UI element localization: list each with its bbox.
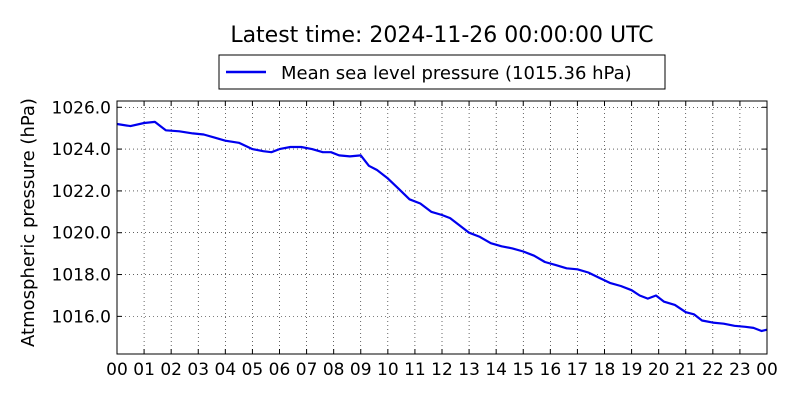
y-tick-label: 1020.0 [52, 224, 111, 244]
x-tick-label: 09 [350, 360, 372, 380]
y-tick-labels: 1016.0 1018.0 1020.0 1022.0 1024.0 1026.0 [52, 98, 111, 327]
x-tick-label: 01 [133, 360, 155, 380]
x-tick-label: 00 [756, 360, 778, 380]
x-tick-label: 20 [648, 360, 670, 380]
x-tick-label: 15 [512, 360, 534, 380]
x-tick-label: 21 [675, 360, 697, 380]
y-tick-label: 1016.0 [52, 307, 111, 327]
y-tick-label: 1018.0 [52, 266, 111, 286]
x-tick-label: 14 [485, 360, 507, 380]
axis-ticks [116, 101, 768, 354]
x-tick-label: 00 [106, 360, 128, 380]
x-tick-label: 18 [594, 360, 616, 380]
x-tick-label: 08 [323, 360, 345, 380]
y-tick-label: 1024.0 [52, 140, 111, 160]
y-tick-label: 1026.0 [52, 98, 111, 118]
x-tick-label: 13 [458, 360, 480, 380]
series-line-mslp [116, 120, 768, 333]
y-tick-label: 1022.0 [52, 182, 111, 202]
legend-entry-mslp: Mean sea level pressure (1015.36 hPa) [281, 63, 632, 84]
chart-title: Latest time: 2024-11-26 00:00:00 UTC [230, 23, 653, 48]
x-tick-label: 11 [404, 360, 426, 380]
grid [117, 101, 767, 354]
x-tick-labels: 00 01 02 03 04 05 06 07 08 09 10 11 12 13 14 15 16 17 18 19… [106, 360, 778, 380]
x-tick-label: 12 [431, 360, 453, 380]
x-tick-label: 07 [296, 360, 318, 380]
x-tick-label: 03 [187, 360, 209, 380]
x-tick-label: 10 [377, 360, 399, 380]
y-axis-title: Atmospheric pressure (hPa) [18, 98, 39, 347]
legend: Mean sea level pressure (1015.36 hPa) [218, 54, 666, 90]
x-tick-label: 06 [269, 360, 291, 380]
x-tick-label: 16 [540, 360, 562, 380]
x-tick-label: 23 [729, 360, 751, 380]
legend-box [218, 54, 666, 90]
plot-frame [116, 100, 768, 355]
x-tick-label: 17 [567, 360, 589, 380]
x-tick-label: 05 [242, 360, 264, 380]
x-tick-label: 22 [702, 360, 724, 380]
x-tick-label: 02 [160, 360, 182, 380]
x-tick-label: 19 [621, 360, 643, 380]
x-tick-label: 04 [215, 360, 237, 380]
